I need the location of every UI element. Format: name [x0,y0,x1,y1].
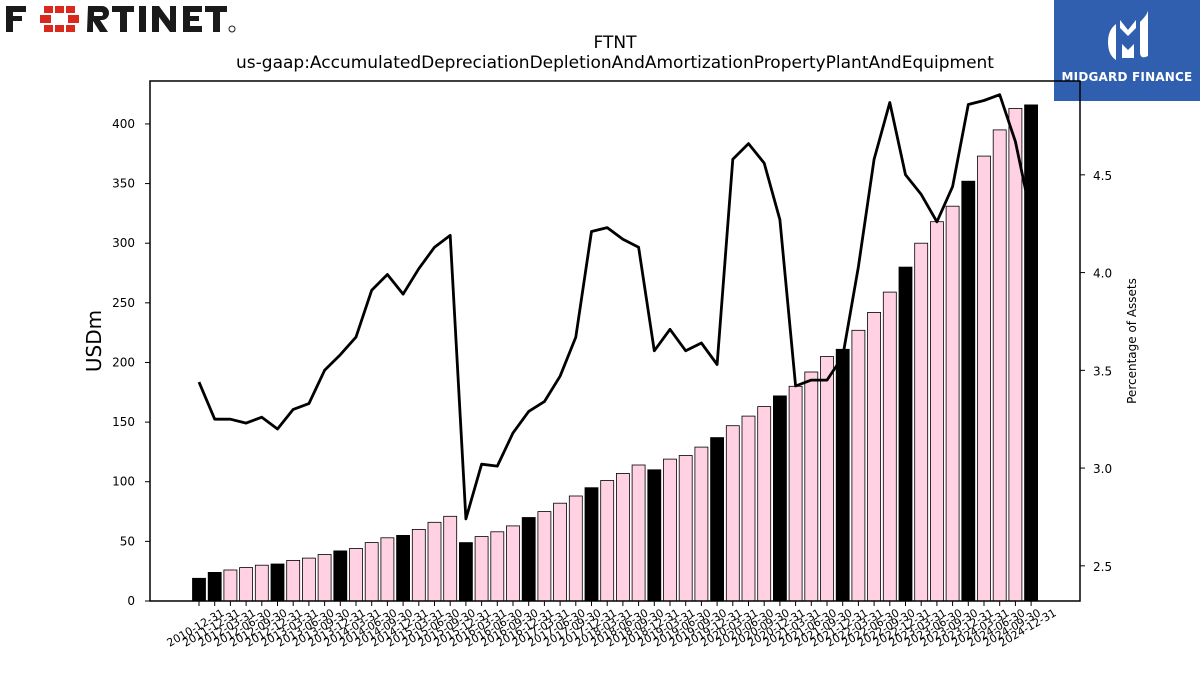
bar-series [192,104,1038,602]
bar [223,569,238,602]
bar [427,521,442,602]
bar [616,472,630,602]
bar [396,535,411,602]
bar [286,560,301,602]
bar [898,266,913,602]
plot-frame [149,80,1081,602]
bar [647,469,662,602]
bar [820,356,834,602]
bar [725,425,740,602]
bar [741,415,756,602]
bar [192,577,206,602]
bar [521,517,536,602]
y2-axis: 2.5 3.0 3.5 4.0 4.5 [1080,169,1112,574]
bar [537,511,552,602]
bar [411,529,426,602]
bar [458,542,473,602]
bar [631,464,646,602]
y2-tick-label: 3.0 [1093,462,1112,476]
bar [270,563,285,602]
pct-assets-line [197,93,1033,521]
bar [254,564,269,602]
bar [443,515,458,602]
bar [663,458,677,602]
bar [773,395,787,602]
y2-tick-label: 4.5 [1093,169,1112,183]
bar [1024,104,1038,602]
bar [301,557,316,602]
y-tick-label: 50 [120,534,135,548]
bar [851,329,866,602]
bar [977,155,991,602]
y2-tick-label: 4.0 [1093,267,1112,281]
bar [757,406,772,602]
bar [694,446,709,602]
fortinet-logo-mark [6,6,236,33]
bar [710,437,724,602]
bar [490,531,505,602]
midgard-finance-logo: MIDGARD FINANCE [1054,0,1200,101]
bar [992,129,1007,602]
bar [945,205,960,602]
bar [568,495,583,602]
y-tick-label: 400 [112,117,135,131]
bar [804,371,819,602]
partner-name: MIDGARD FINANCE [1061,70,1193,84]
bar [506,525,520,602]
bar [788,385,803,602]
chart-title: FTNT [594,33,638,53]
bar [553,502,567,602]
bar [333,550,348,602]
y-tick-label: 300 [112,236,135,250]
y2-tick-label: 3.5 [1093,364,1112,378]
y-axis-label: USDm [82,310,106,372]
bar [349,548,363,602]
bar [1008,108,1023,602]
bar [835,348,850,602]
bar [961,180,976,602]
bar [867,311,881,602]
y-tick-label: 0 [127,594,135,608]
fortinet-logo [6,6,236,33]
bar [364,542,379,602]
y-tick-label: 250 [112,296,135,310]
y-tick-label: 350 [112,177,135,191]
bar [600,480,615,602]
bar [678,455,693,602]
midgard-logo-mark-icon [1108,10,1148,60]
y-tick-label: 100 [112,475,135,489]
bar [239,567,254,602]
bar [474,536,489,602]
y-tick-label: 150 [112,415,135,429]
bar [317,554,332,602]
bar [380,537,395,602]
line-series [197,93,1033,521]
chart-subtitle: us-gaap:AccumulatedDepreciationDepletion… [236,53,994,73]
bar [584,487,599,602]
bar [930,221,944,602]
y2-tick-label: 2.5 [1093,560,1112,574]
y2-axis-label: Percentage of Assets [1125,278,1139,404]
y-axis: 0 50 100 150 200 250 300 350 400 [112,117,150,608]
bar [914,242,929,602]
y-tick-label: 200 [112,355,135,369]
bar [882,291,897,602]
x-axis: 2010-12-312011-12-312012-03-312012-06-30… [165,601,1059,650]
bar [207,572,222,602]
